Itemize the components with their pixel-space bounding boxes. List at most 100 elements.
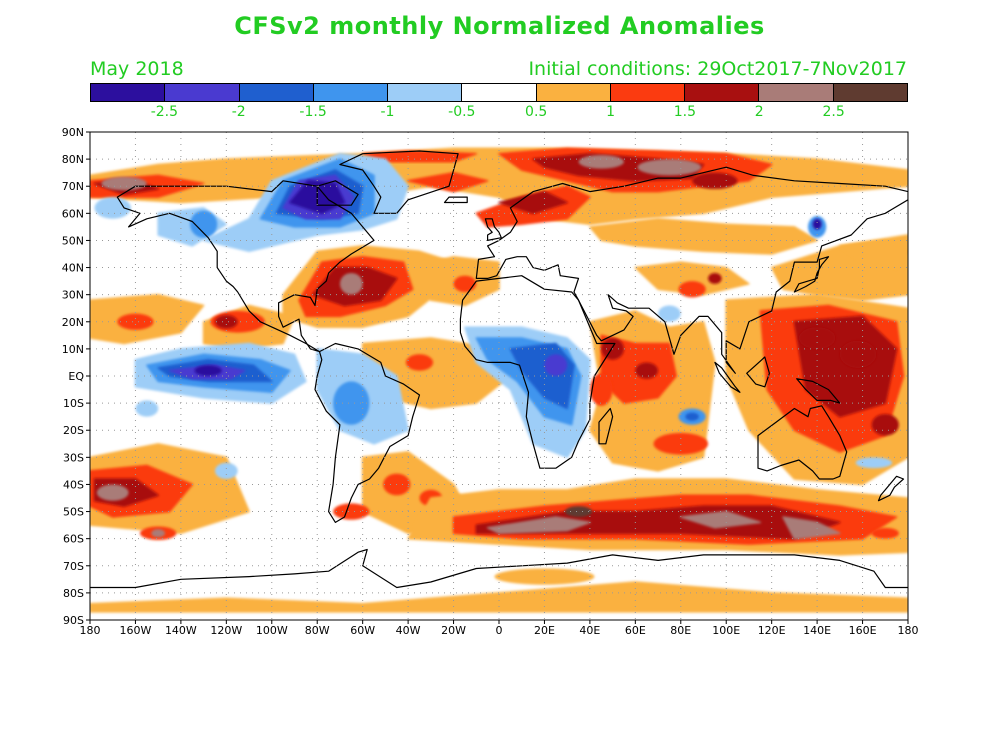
coastline-eurasia [475,166,908,374]
coastline-britain [484,218,502,241]
coastline-sumatra [714,361,741,393]
lon-tick-label: 0 [496,624,503,637]
colorbar-tick-label: -2 [231,104,246,120]
lat-tick-label: 70S [63,560,84,573]
lat-tick-label: 80N [62,153,84,166]
colorbar-tick-label: 0.5 [525,104,548,120]
coastline-new-zealand [877,475,905,502]
colorbar-swatch [536,84,611,101]
lat-tick-label: 50S [63,506,84,519]
colorbar-swatch [165,84,240,101]
anomaly-contour [407,171,489,193]
anomaly-contour [151,529,165,538]
colorbar-swatch [685,84,760,101]
lon-tick-label: 20W [441,624,466,637]
lat-tick-label: 40S [63,478,84,491]
lon-tick-label: 160E [849,624,877,637]
anomaly-contour [634,261,750,296]
colorbar-tick-label: 1.5 [673,104,697,120]
lon-tick-label: 140W [165,624,197,637]
anomaly-contour [333,381,370,425]
lat-tick-label: EQ [68,370,84,383]
anomaly-contour [101,176,147,191]
colorbar-swatch [610,84,686,101]
lon-tick-label: 60W [350,624,375,637]
coastline-new-guinea [796,378,841,404]
colorbar-ticks: -2.5 -2 -1.5 -1 -0.5 0.5 1 1.5 2 2.5 [90,104,908,122]
anomaly-contour [90,581,908,613]
lat-tick-label: 20S [63,424,84,437]
colorbar-swatch [462,84,537,101]
coastline-japan [793,256,830,293]
anomaly-contour [135,400,159,417]
lat-tick-label: 10S [63,397,84,410]
colorbar-tick-label: -1 [380,104,395,120]
anomaly-contour [812,218,822,230]
coastline-madagascar [598,407,614,445]
longitude-axis: 180 160W 140W 120W 100W 80W 60W 40W 20W 0 20E 40E 60… [80,620,919,637]
anomaly-contour [678,281,706,298]
anomaly-contour [194,365,222,377]
lon-tick-label: 80E [670,624,691,637]
chart-title: CFSv2 monthly Normalized Anomalies [234,12,765,40]
lon-tick-label: 180 [898,624,919,637]
anomaly-contour [333,503,370,520]
colorbar-tick-label: -0.5 [448,104,476,120]
colorbar-tick-label: -2.5 [150,104,179,120]
lon-tick-label: 140E [803,624,831,637]
colorbar-tick-label: 2 [754,104,764,120]
colorbar-tick-label: -1.5 [299,104,327,120]
anomaly-contour [96,484,129,501]
anomaly-contour [589,218,818,255]
coastlines [90,150,908,589]
anomaly-contour [871,527,899,539]
anomaly-contour [189,210,218,238]
anomaly-contour [871,413,899,436]
lat-tick-label: 80S [63,587,84,600]
anomaly-contour [855,457,893,469]
lon-tick-label: 120E [758,624,786,637]
anomaly-contour [214,315,238,329]
lon-tick-label: 40E [579,624,600,637]
lat-tick-label: 30S [63,451,84,464]
lon-tick-label: 120W [210,624,242,637]
coastline-africa [459,275,616,469]
anomaly-contour [798,327,836,349]
colorbar [90,83,908,102]
coastline-greenland [339,150,459,214]
lat-tick-label: 20N [62,316,84,329]
lon-tick-label: 100W [256,624,288,637]
lon-tick-label: 80W [305,624,330,637]
colorbar-swatch [833,84,907,101]
coastline-baffin [316,180,359,206]
anomaly-contour [653,432,709,455]
coastline-australia [757,405,848,480]
anomaly-contour [680,510,762,529]
anomaly-contour [544,354,568,376]
anomaly-contour [692,172,738,189]
coastline-antarctica [90,548,908,589]
anomaly-contour [589,373,613,406]
anomaly-contour [685,412,699,421]
anomaly-contour [839,340,877,368]
anomaly-contour [782,516,841,540]
anomaly-contour [453,275,477,292]
coastline-south-america [314,342,421,524]
anomaly-contour [339,272,363,295]
lat-tick-label: 90N [62,126,84,139]
anomaly-contour [407,255,500,307]
anomaly-contour [578,155,624,169]
anomaly-contour [564,506,593,517]
anomaly-contour [117,313,154,330]
valid-month: May 2018 [90,58,184,80]
grid [90,132,908,620]
anomaly-contour [94,197,131,219]
anomaly-contour [637,159,702,176]
lon-tick-label: 100E [712,624,740,637]
lat-tick-label: 90S [63,614,84,627]
colorbar-swatch [239,84,314,101]
lat-tick-label: 40N [62,262,84,275]
anomaly-contour [405,354,434,371]
colorbar-tick-label: 1 [606,104,615,120]
